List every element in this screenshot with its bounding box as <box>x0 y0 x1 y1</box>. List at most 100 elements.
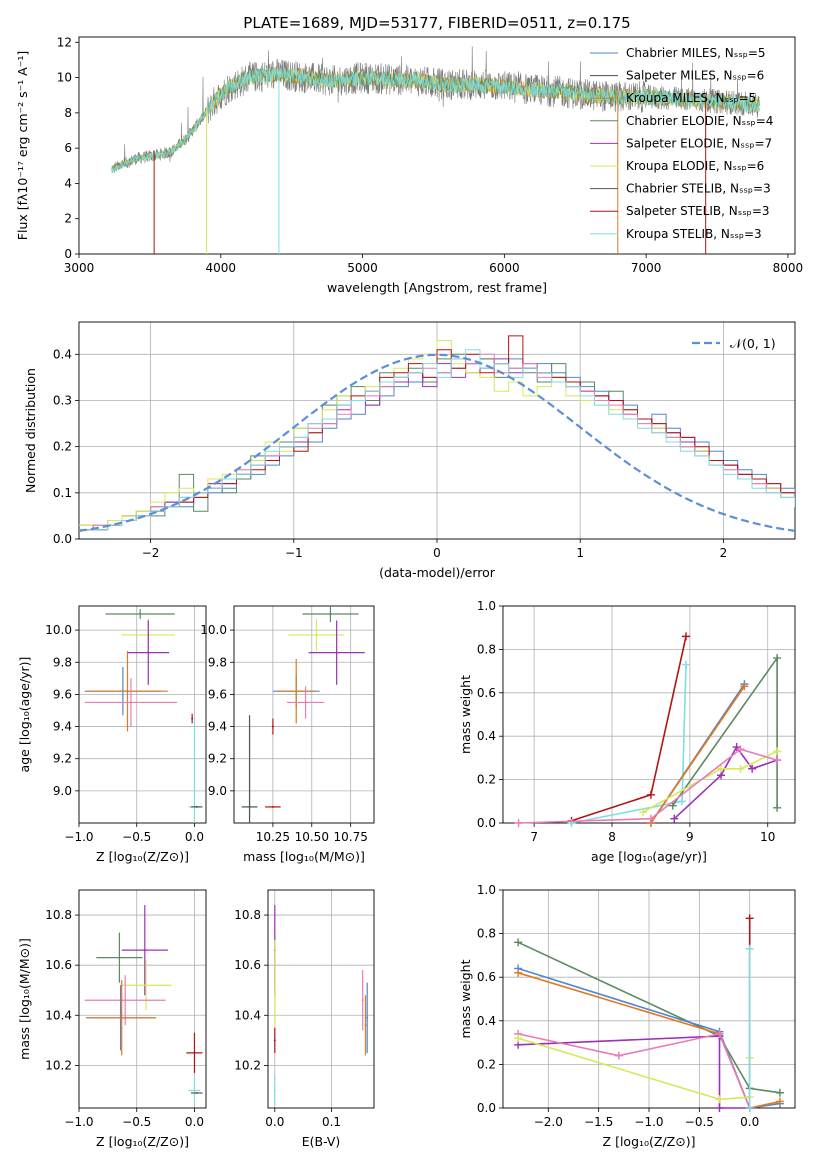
weight_vs_age-panel: 7 8 9 10 0.0 0.2 0.4 0.6 0.8 1.0 age [log₁₀(age/yr… <box>458 599 796 864</box>
weight-marker <box>670 814 679 823</box>
age_vs_mass-panel: 10.25 10.50 10.75 9.0 9.2 9.4 9.6 9.8 10.0 mass [… <box>200 605 375 864</box>
x-tick-label: 6000 <box>489 261 520 275</box>
y-tick-label: 0.0 <box>477 816 496 830</box>
x-axis-label: Z [log₁₀(Z/Z⊙)] <box>96 849 189 864</box>
data-point <box>335 651 338 654</box>
data-point <box>193 1051 196 1054</box>
x-tick-label: 5000 <box>347 261 378 275</box>
weight-marker <box>745 1104 754 1112</box>
y-tick-label: 10.4 <box>45 1008 72 1022</box>
data-point <box>120 1016 123 1019</box>
y-tick-label: 8 <box>64 106 72 120</box>
weight-line-kroupa_elodie <box>517 1037 751 1101</box>
residuals-panel: −2 −1 0 1 2 0.0 0.1 0.2 0.3 0.4 (data-model)/error… <box>23 321 796 580</box>
weight_vs_Z-panel: −2.0 −1.5 −1.0 −0.5 0.0 0.0 0.2 0.4 0.6 0.8 1.0 Z [… <box>458 883 796 1149</box>
weight-marker <box>773 756 782 765</box>
x-tick-label: −1.0 <box>634 1115 663 1129</box>
x-tick-label: −2 <box>142 546 160 560</box>
x-tick-label: 10.75 <box>333 830 367 844</box>
data-point <box>144 984 147 987</box>
axes-frame <box>78 36 796 255</box>
x-axis-label: E(B-V) <box>302 1134 341 1149</box>
y-tick-label: 9.2 <box>208 752 227 766</box>
x-tick-label: −0.5 <box>122 830 151 844</box>
axes-frame <box>267 889 375 1109</box>
x-tick-label: 7 <box>530 830 538 844</box>
weight-marker <box>715 1095 724 1104</box>
y-tick-label: 1.0 <box>477 599 496 613</box>
legend-label: Chabrier ELODIE, Nₛₛₚ=4 <box>626 114 773 128</box>
axes-frame <box>78 889 207 1109</box>
data-point <box>248 805 251 808</box>
x-axis-label: wavelength [Angstrom, rest frame] <box>327 280 547 295</box>
weight-marker <box>514 1034 523 1043</box>
points <box>84 609 203 823</box>
x-tick-label: 10 <box>760 830 775 844</box>
data-point <box>126 690 129 693</box>
y-tick-label: 0.1 <box>53 486 72 500</box>
weight-line-salpeter_elodie <box>518 1035 750 1109</box>
legend-label: Chabrier STELIB, Nₛₛₚ=3 <box>626 182 771 196</box>
x-tick-label: 1 <box>576 546 584 560</box>
weight-marker <box>775 1088 784 1097</box>
data-point <box>124 999 127 1002</box>
y-tick-label: 10.8 <box>234 908 261 922</box>
mass_vs_EBV-panel: 0.0 0.1 10.2 10.4 10.6 10.8 E(B-V) <box>234 889 375 1149</box>
weight-marker <box>748 764 757 773</box>
weight-marker <box>745 944 754 953</box>
legend-label: Salpeter ELODIE, Nₛₛₚ=7 <box>626 136 772 150</box>
y-tick-label: 9.0 <box>53 784 72 798</box>
data-point <box>315 633 318 636</box>
axes-frame <box>78 321 796 540</box>
y-tick-label: 0.2 <box>53 440 72 454</box>
y-tick-label: 9.8 <box>53 655 72 669</box>
y-tick-label: 10.2 <box>45 1058 72 1072</box>
spectrum-lines <box>111 46 760 254</box>
x-tick-label: −1.0 <box>64 830 93 844</box>
y-axis-label: mass [log₁₀(M/M⊙)] <box>17 938 32 1060</box>
y-tick-label: 4 <box>64 176 72 190</box>
x-tick-label: −0.5 <box>122 1115 151 1129</box>
y-axis-label: mass weight <box>458 959 473 1038</box>
data-point <box>271 725 274 728</box>
axes-frame <box>78 605 207 824</box>
y-tick-label: 0 <box>64 247 72 261</box>
weight-marker <box>773 654 782 663</box>
y-tick-label: 0.3 <box>53 393 72 407</box>
weight-marker <box>614 1051 623 1060</box>
weight-line-kroupa_miles <box>650 685 746 824</box>
x-axis-label: (data-model)/error <box>379 565 496 580</box>
x-tick-label: 0 <box>433 546 441 560</box>
y-tick-label: 0.6 <box>477 970 496 984</box>
x-tick-label: −1 <box>285 546 303 560</box>
y-tick-label: 10.0 <box>45 623 72 637</box>
y-axis-label: age [log₁₀(age/yr)] <box>17 657 32 773</box>
axes-frame <box>233 605 375 824</box>
x-tick-label: −1.5 <box>584 1115 613 1129</box>
y-tick-label: 0.4 <box>477 1014 496 1028</box>
weight-marker <box>646 814 655 823</box>
weight-line-kroupa_stelib <box>571 664 687 824</box>
weight-marker <box>567 819 576 827</box>
weight-marker <box>736 745 745 754</box>
x-tick-label: 0.0 <box>185 830 204 844</box>
data-point <box>193 1089 196 1092</box>
data-point <box>329 613 332 616</box>
y-axis-label: Flux [fλ10⁻¹⁷ erg cm⁻² s⁻¹ A⁻¹] <box>15 51 30 240</box>
histograms <box>79 335 795 532</box>
x-tick-label: 9 <box>686 830 694 844</box>
data-point <box>129 701 132 704</box>
data-point <box>295 690 298 693</box>
y-tick-label: 6 <box>64 141 72 155</box>
weight-line-pink <box>518 748 778 824</box>
legend-label: Kroupa MILES, Nₛₛₚ=5 <box>626 91 756 105</box>
weight-marker <box>715 1029 724 1038</box>
y-tick-label: 10.0 <box>200 623 227 637</box>
weight-marker <box>775 1097 784 1106</box>
weight-marker <box>773 747 782 756</box>
y-axis-label: mass weight <box>458 675 473 754</box>
data-point <box>366 1016 369 1019</box>
y-tick-label: 9.4 <box>208 720 227 734</box>
y-tick-label: 0.2 <box>477 1057 496 1071</box>
legend-label: Salpeter MILES, Nₛₛₚ=6 <box>626 69 764 83</box>
